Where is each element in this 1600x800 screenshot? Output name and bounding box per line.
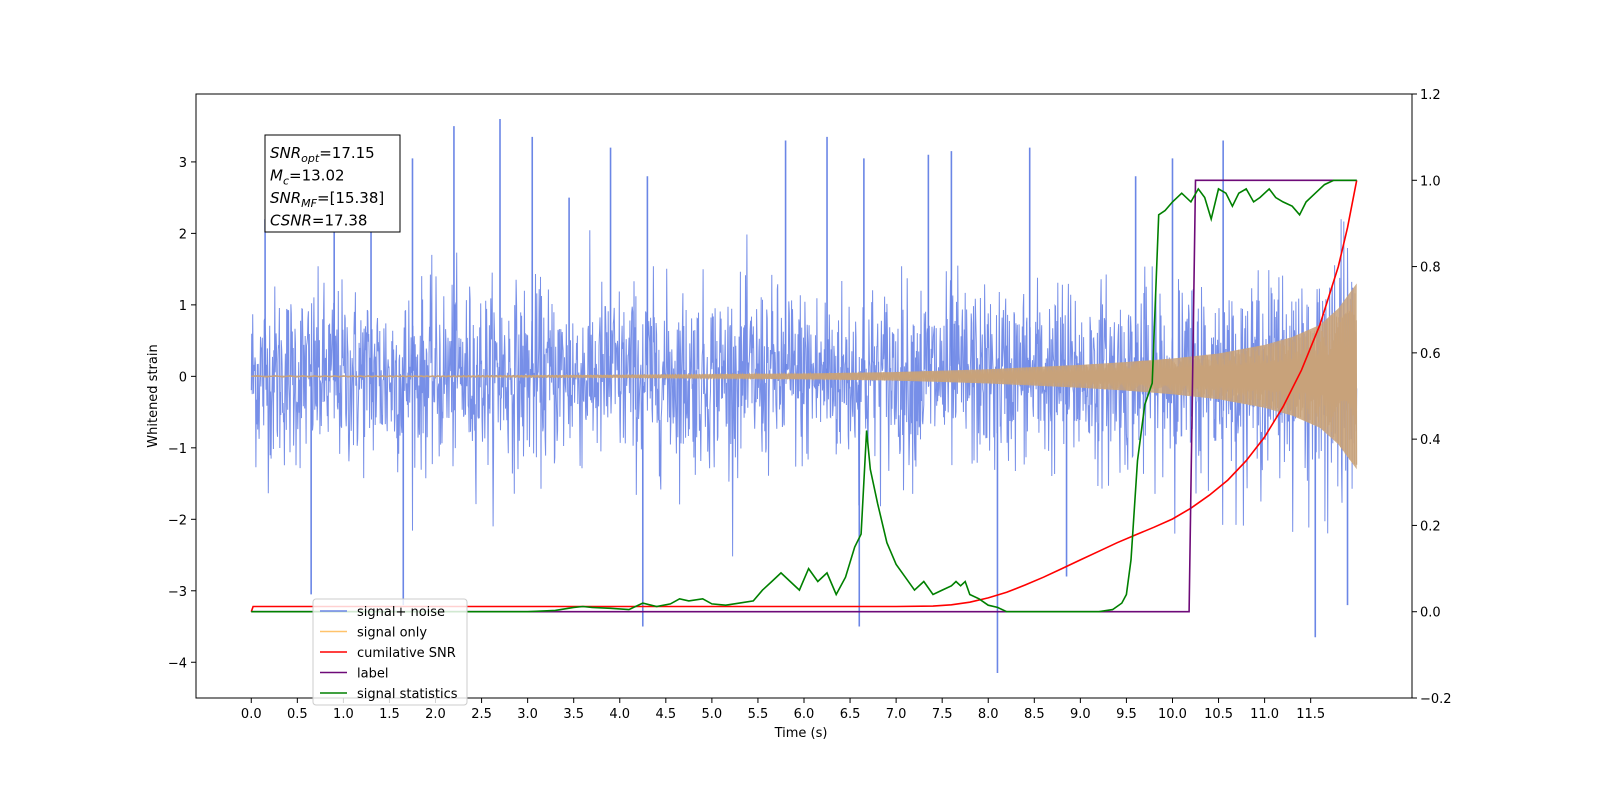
left-y-tick-label: −1 [168, 442, 187, 457]
legend-entry: signal+ noise [357, 605, 445, 620]
left-y-tick-label: 1 [179, 299, 187, 314]
info-line: SNRMF=[15.38] [270, 189, 384, 210]
x-tick-label: 1.5 [379, 707, 400, 722]
right-y-tick-label: 0.4 [1420, 433, 1441, 448]
legend-entry: signal only [357, 626, 427, 641]
signal-noise-series [250, 119, 1358, 673]
y-axis-label: Whitened strain [146, 344, 161, 447]
left-y-axis: −4 −3 −2 −1 0 1 2 3 [168, 156, 196, 671]
x-axis-label: Time (s) [774, 726, 828, 741]
right-y-tick-label: 1.2 [1420, 88, 1441, 103]
right-axis-series [250, 179, 1358, 613]
x-tick-label: 10.5 [1204, 707, 1233, 722]
x-tick-label: 1.0 [333, 707, 354, 722]
x-tick-label: 4.0 [609, 707, 630, 722]
x-tick-label: 4.5 [655, 707, 676, 722]
left-y-tick-label: 3 [179, 156, 187, 171]
info-line: CSNR=17.38 [270, 212, 367, 230]
x-tick-label: 0.5 [287, 707, 308, 722]
x-tick-label: 7.0 [886, 707, 907, 722]
legend-frame [312, 598, 468, 706]
info-line: SNRopt=17.15 [270, 144, 375, 165]
x-tick-label: 8.0 [978, 707, 999, 722]
label-line [251, 179, 1357, 613]
right-y-tick-label: 1.0 [1420, 174, 1441, 189]
left-y-tick-label: −3 [168, 585, 187, 600]
x-tick-label: 11.0 [1250, 707, 1279, 722]
signal-only-series [251, 283, 1358, 470]
x-tick-label: 2.5 [471, 707, 492, 722]
right-y-tick-label: 0.0 [1420, 606, 1441, 621]
x-tick-label: 3.5 [563, 707, 584, 722]
x-tick-label: 9.5 [1116, 707, 1137, 722]
x-tick-label: 7.5 [932, 707, 953, 722]
x-tick-label: 10.0 [1158, 707, 1187, 722]
right-y-tick-label: −0.2 [1420, 692, 1452, 707]
right-y-tick-label: 0.2 [1420, 519, 1441, 534]
signal-envelope [251, 283, 1357, 470]
right-y-tick-label: 0.8 [1420, 261, 1441, 276]
cumilative-SNR-line [250, 180, 1358, 612]
info-line: Mc=13.02 [270, 167, 345, 188]
x-axis: 0.0 0.5 1.0 1.5 2.0 2.5 3.0 3.5 4.0 4.5 5.0 5.5 6.0 6… [241, 698, 1325, 722]
signal-statistics-line [251, 179, 1357, 613]
x-tick-label: 6.5 [840, 707, 861, 722]
legend-entry: cumilative SNR [357, 646, 456, 661]
x-tick-label: 5.0 [702, 707, 723, 722]
left-y-tick-label: 2 [179, 227, 187, 242]
right-y-tick-label: 0.6 [1420, 347, 1441, 362]
x-tick-label: 0.0 [241, 707, 262, 722]
left-y-tick-label: −2 [168, 513, 187, 528]
legend-entry: label [357, 667, 388, 682]
x-tick-label: 2.0 [425, 707, 446, 722]
left-y-tick-label: −4 [168, 656, 187, 671]
x-tick-label: 11.5 [1296, 707, 1325, 722]
x-tick-label: 8.5 [1024, 707, 1045, 722]
right-y-axis: −0.2 0.0 0.2 0.4 0.6 0.8 1.0 1.2 [1412, 88, 1452, 707]
x-tick-label: 9.0 [1070, 707, 1091, 722]
x-tick-label: 3.0 [517, 707, 538, 722]
left-y-tick-label: 0 [179, 370, 187, 385]
x-tick-label: 6.0 [794, 707, 815, 722]
info-box-frame [264, 134, 401, 233]
x-tick-label: 5.5 [748, 707, 769, 722]
legend: signal+ noise signal only cumilative SNR la… [312, 598, 468, 706]
legend-entry: signal statistics [357, 687, 458, 702]
